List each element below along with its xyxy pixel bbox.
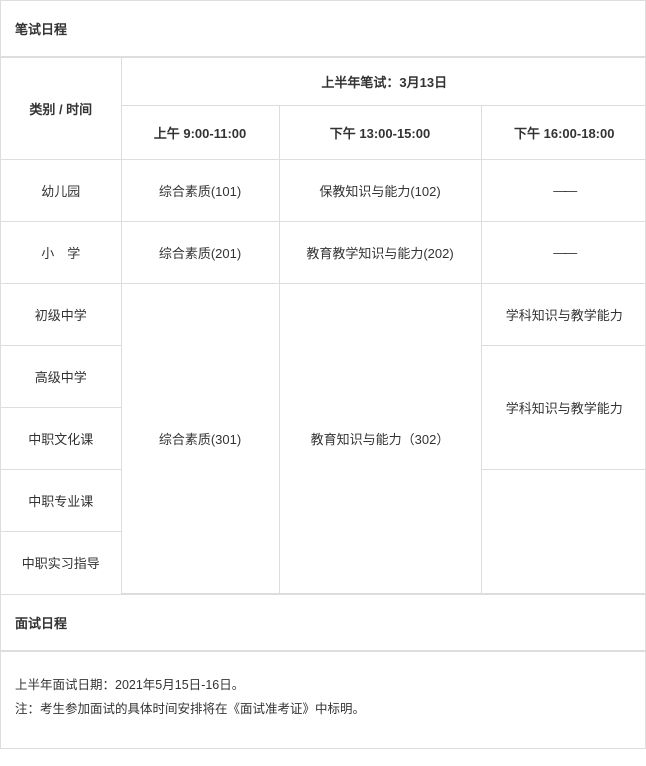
- label-senior: 高级中学: [1, 346, 121, 408]
- merged-c2: 教育知识与能力（302）: [279, 284, 481, 594]
- interview-title: 面试日程: [1, 594, 645, 651]
- interview-info-box: 上半年面试日期：2021年5月15日-16日。 注：考生参加面试的具体时间安排将…: [1, 651, 645, 748]
- interview-date-line: 上半年面试日期：2021年5月15日-16日。: [15, 674, 631, 698]
- label-junior: 初级中学: [1, 284, 121, 346]
- interview-note-line: 注：考生参加面试的具体时间安排将在《面试准考证》中标明。: [15, 698, 631, 722]
- pr-c3-na: ——: [481, 222, 646, 284]
- label-voc-intern: 中职实习指导: [1, 532, 121, 594]
- senior-voc-c3: 学科知识与教学能力: [481, 346, 646, 470]
- row-primary: 小 学 综合素质(201) 教育教学知识与能力(202) ——: [1, 222, 646, 284]
- label-voc-pro: 中职专业课: [1, 470, 121, 532]
- exam-date-header: 上半年笔试：3月13日: [121, 58, 646, 106]
- merged-c1: 综合素质(301): [121, 284, 279, 594]
- label-voc-culture: 中职文化课: [1, 408, 121, 470]
- time-slot-afternoon2: 下午 16:00-18:00: [481, 106, 646, 160]
- kg-c2: 保教知识与能力(102): [279, 160, 481, 222]
- header-row-1: 类别 / 时间 上半年笔试：3月13日: [1, 58, 646, 106]
- category-time-header: 类别 / 时间: [1, 58, 121, 160]
- label-primary: 小 学: [1, 222, 121, 284]
- row-junior: 初级中学 综合素质(301) 教育知识与能力（302） 学科知识与教学能力: [1, 284, 646, 346]
- schedule-container: 笔试日程 类别 / 时间 上半年笔试：3月13日 上午 9:00-11:00 下…: [0, 0, 646, 749]
- pr-c1: 综合素质(201): [121, 222, 279, 284]
- written-exam-table: 类别 / 时间 上半年笔试：3月13日 上午 9:00-11:00 下午 13:…: [1, 57, 646, 594]
- time-slot-morning: 上午 9:00-11:00: [121, 106, 279, 160]
- junior-c3: 学科知识与教学能力: [481, 284, 646, 346]
- row-kindergarten: 幼儿园 综合素质(101) 保教知识与能力(102) ——: [1, 160, 646, 222]
- kg-c3-na: ——: [481, 160, 646, 222]
- label-kindergarten: 幼儿园: [1, 160, 121, 222]
- written-exam-title: 笔试日程: [1, 1, 645, 57]
- kg-c1: 综合素质(101): [121, 160, 279, 222]
- pr-c2: 教育教学知识与能力(202): [279, 222, 481, 284]
- time-slot-afternoon1: 下午 13:00-15:00: [279, 106, 481, 160]
- voc-pro-intern-c3: [481, 470, 646, 594]
